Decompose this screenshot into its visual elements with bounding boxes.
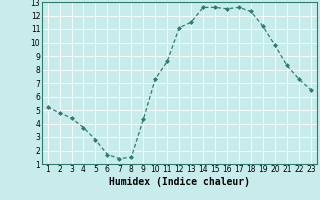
X-axis label: Humidex (Indice chaleur): Humidex (Indice chaleur) <box>109 177 250 187</box>
